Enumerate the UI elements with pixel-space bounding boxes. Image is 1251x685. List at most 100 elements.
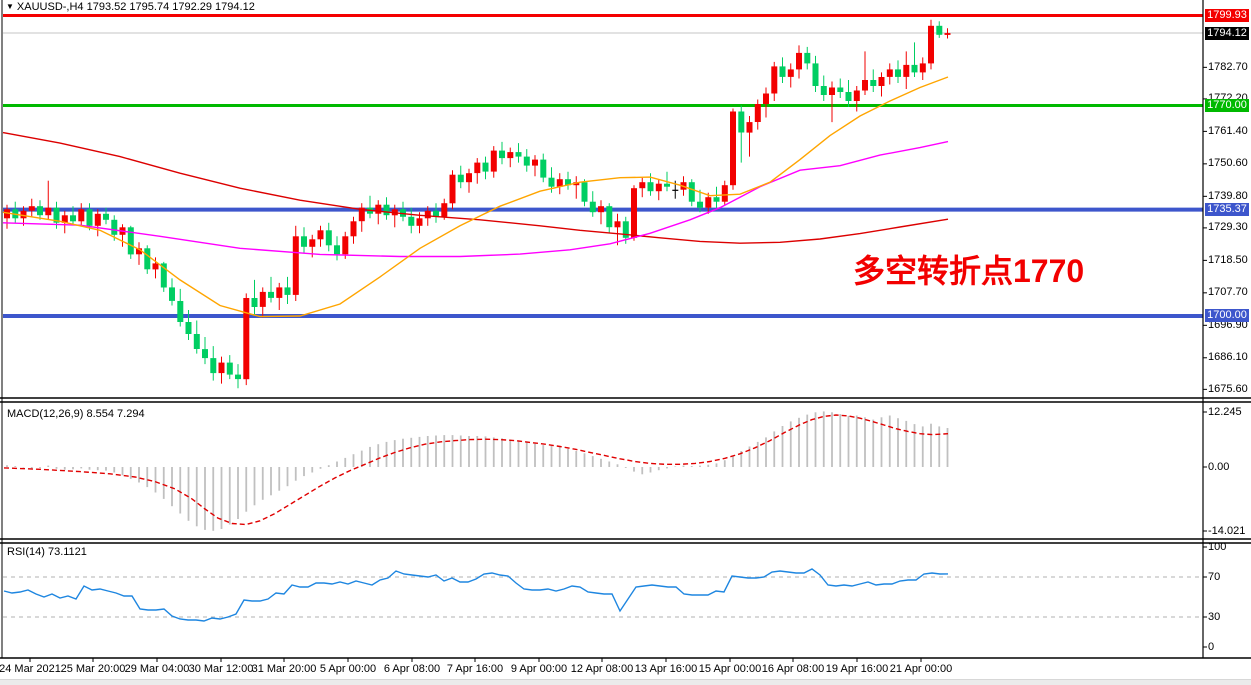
rsi-line — [3, 568, 949, 622]
candle-body — [779, 66, 786, 77]
candle-body — [185, 322, 192, 334]
candle-body — [532, 159, 538, 166]
candle-body — [144, 248, 151, 270]
candle-body — [490, 150, 497, 172]
candle-body — [309, 239, 316, 247]
candle-body — [210, 358, 217, 374]
candle-body — [61, 215, 68, 223]
candle-body — [325, 230, 332, 246]
candle-body — [581, 182, 588, 202]
candle-body — [317, 230, 324, 240]
candle-body — [837, 87, 844, 92]
candle-body — [424, 210, 431, 219]
candle-body — [111, 219, 118, 235]
candle-body — [375, 204, 382, 214]
candle-body — [713, 197, 720, 202]
candle-body — [235, 374, 241, 380]
candle-body — [878, 77, 885, 86]
candle-body — [383, 204, 390, 216]
candle-body — [845, 92, 852, 101]
candle-body — [358, 207, 365, 222]
candle-body — [45, 207, 52, 216]
candle-body — [548, 177, 555, 187]
candle-body — [152, 263, 159, 270]
candlesticks — [4, 19, 951, 389]
candle-body — [37, 206, 43, 216]
candle-body — [523, 156, 530, 166]
candle-body — [903, 64, 910, 77]
candle-body — [655, 183, 662, 192]
candle-body — [936, 25, 943, 35]
candle-body — [127, 227, 134, 255]
candle-body — [688, 182, 695, 202]
candle-body — [53, 207, 60, 223]
chart-frame — [0, 0, 1251, 662]
candle-body — [911, 64, 918, 73]
level-lines — [3, 14, 1203, 318]
candle-body — [226, 362, 233, 375]
candle-body — [664, 183, 670, 187]
candle-body — [804, 52, 811, 64]
candle-body — [812, 63, 819, 86]
candle-body — [730, 111, 736, 186]
candle-body — [202, 349, 208, 359]
candle-body — [28, 206, 35, 211]
candle-body — [474, 162, 481, 174]
candle-body — [334, 245, 340, 255]
window-bottom-strip — [0, 679, 1251, 685]
candle-body — [928, 25, 934, 64]
candle-body — [721, 185, 728, 202]
candle-body — [606, 206, 613, 228]
candle-body — [886, 69, 893, 77]
candle-body — [870, 80, 877, 86]
candle-body — [598, 206, 604, 213]
ma-slow-red — [2, 131, 949, 244]
candle-body — [647, 182, 654, 192]
ma-fast-orange — [2, 76, 949, 318]
candle-body — [589, 201, 596, 213]
candle-body — [944, 33, 951, 35]
candle-body — [301, 236, 307, 247]
candle-body — [515, 152, 522, 157]
candle-body — [754, 104, 761, 122]
candle-body — [70, 215, 76, 222]
candle-body — [771, 66, 778, 94]
candle-body — [284, 287, 291, 295]
candle-body — [251, 298, 258, 307]
candle-body — [193, 334, 200, 349]
candle-body — [820, 86, 827, 95]
candle-body — [565, 179, 571, 186]
candle-body — [259, 291, 266, 307]
candle-body — [853, 90, 860, 101]
candle-body — [763, 93, 769, 104]
candle-body — [136, 248, 142, 255]
macd-signal-line — [3, 414, 949, 526]
candle-body — [622, 221, 629, 238]
candle-body — [672, 189, 679, 191]
candle-body — [499, 150, 505, 159]
candle-body — [787, 69, 794, 77]
candle-body — [4, 209, 10, 219]
candle-body — [218, 362, 225, 374]
candle-body — [631, 188, 637, 238]
candle-body — [276, 287, 283, 298]
candle-body — [342, 236, 349, 255]
candle-body — [86, 209, 93, 226]
candle-body — [540, 159, 547, 178]
candle-body — [457, 174, 464, 183]
candle-body — [177, 301, 184, 322]
candle-body — [408, 216, 415, 226]
candle-body — [20, 210, 27, 219]
candle-body — [738, 111, 745, 133]
candle-body — [78, 209, 85, 222]
candle-body — [829, 87, 835, 95]
candle-body — [796, 52, 802, 70]
candle-body — [919, 63, 926, 73]
candle-body — [862, 80, 868, 91]
candle-body — [292, 236, 299, 295]
candle-body — [556, 179, 563, 187]
candle-body — [746, 122, 753, 133]
macd-histogram — [6, 411, 949, 531]
